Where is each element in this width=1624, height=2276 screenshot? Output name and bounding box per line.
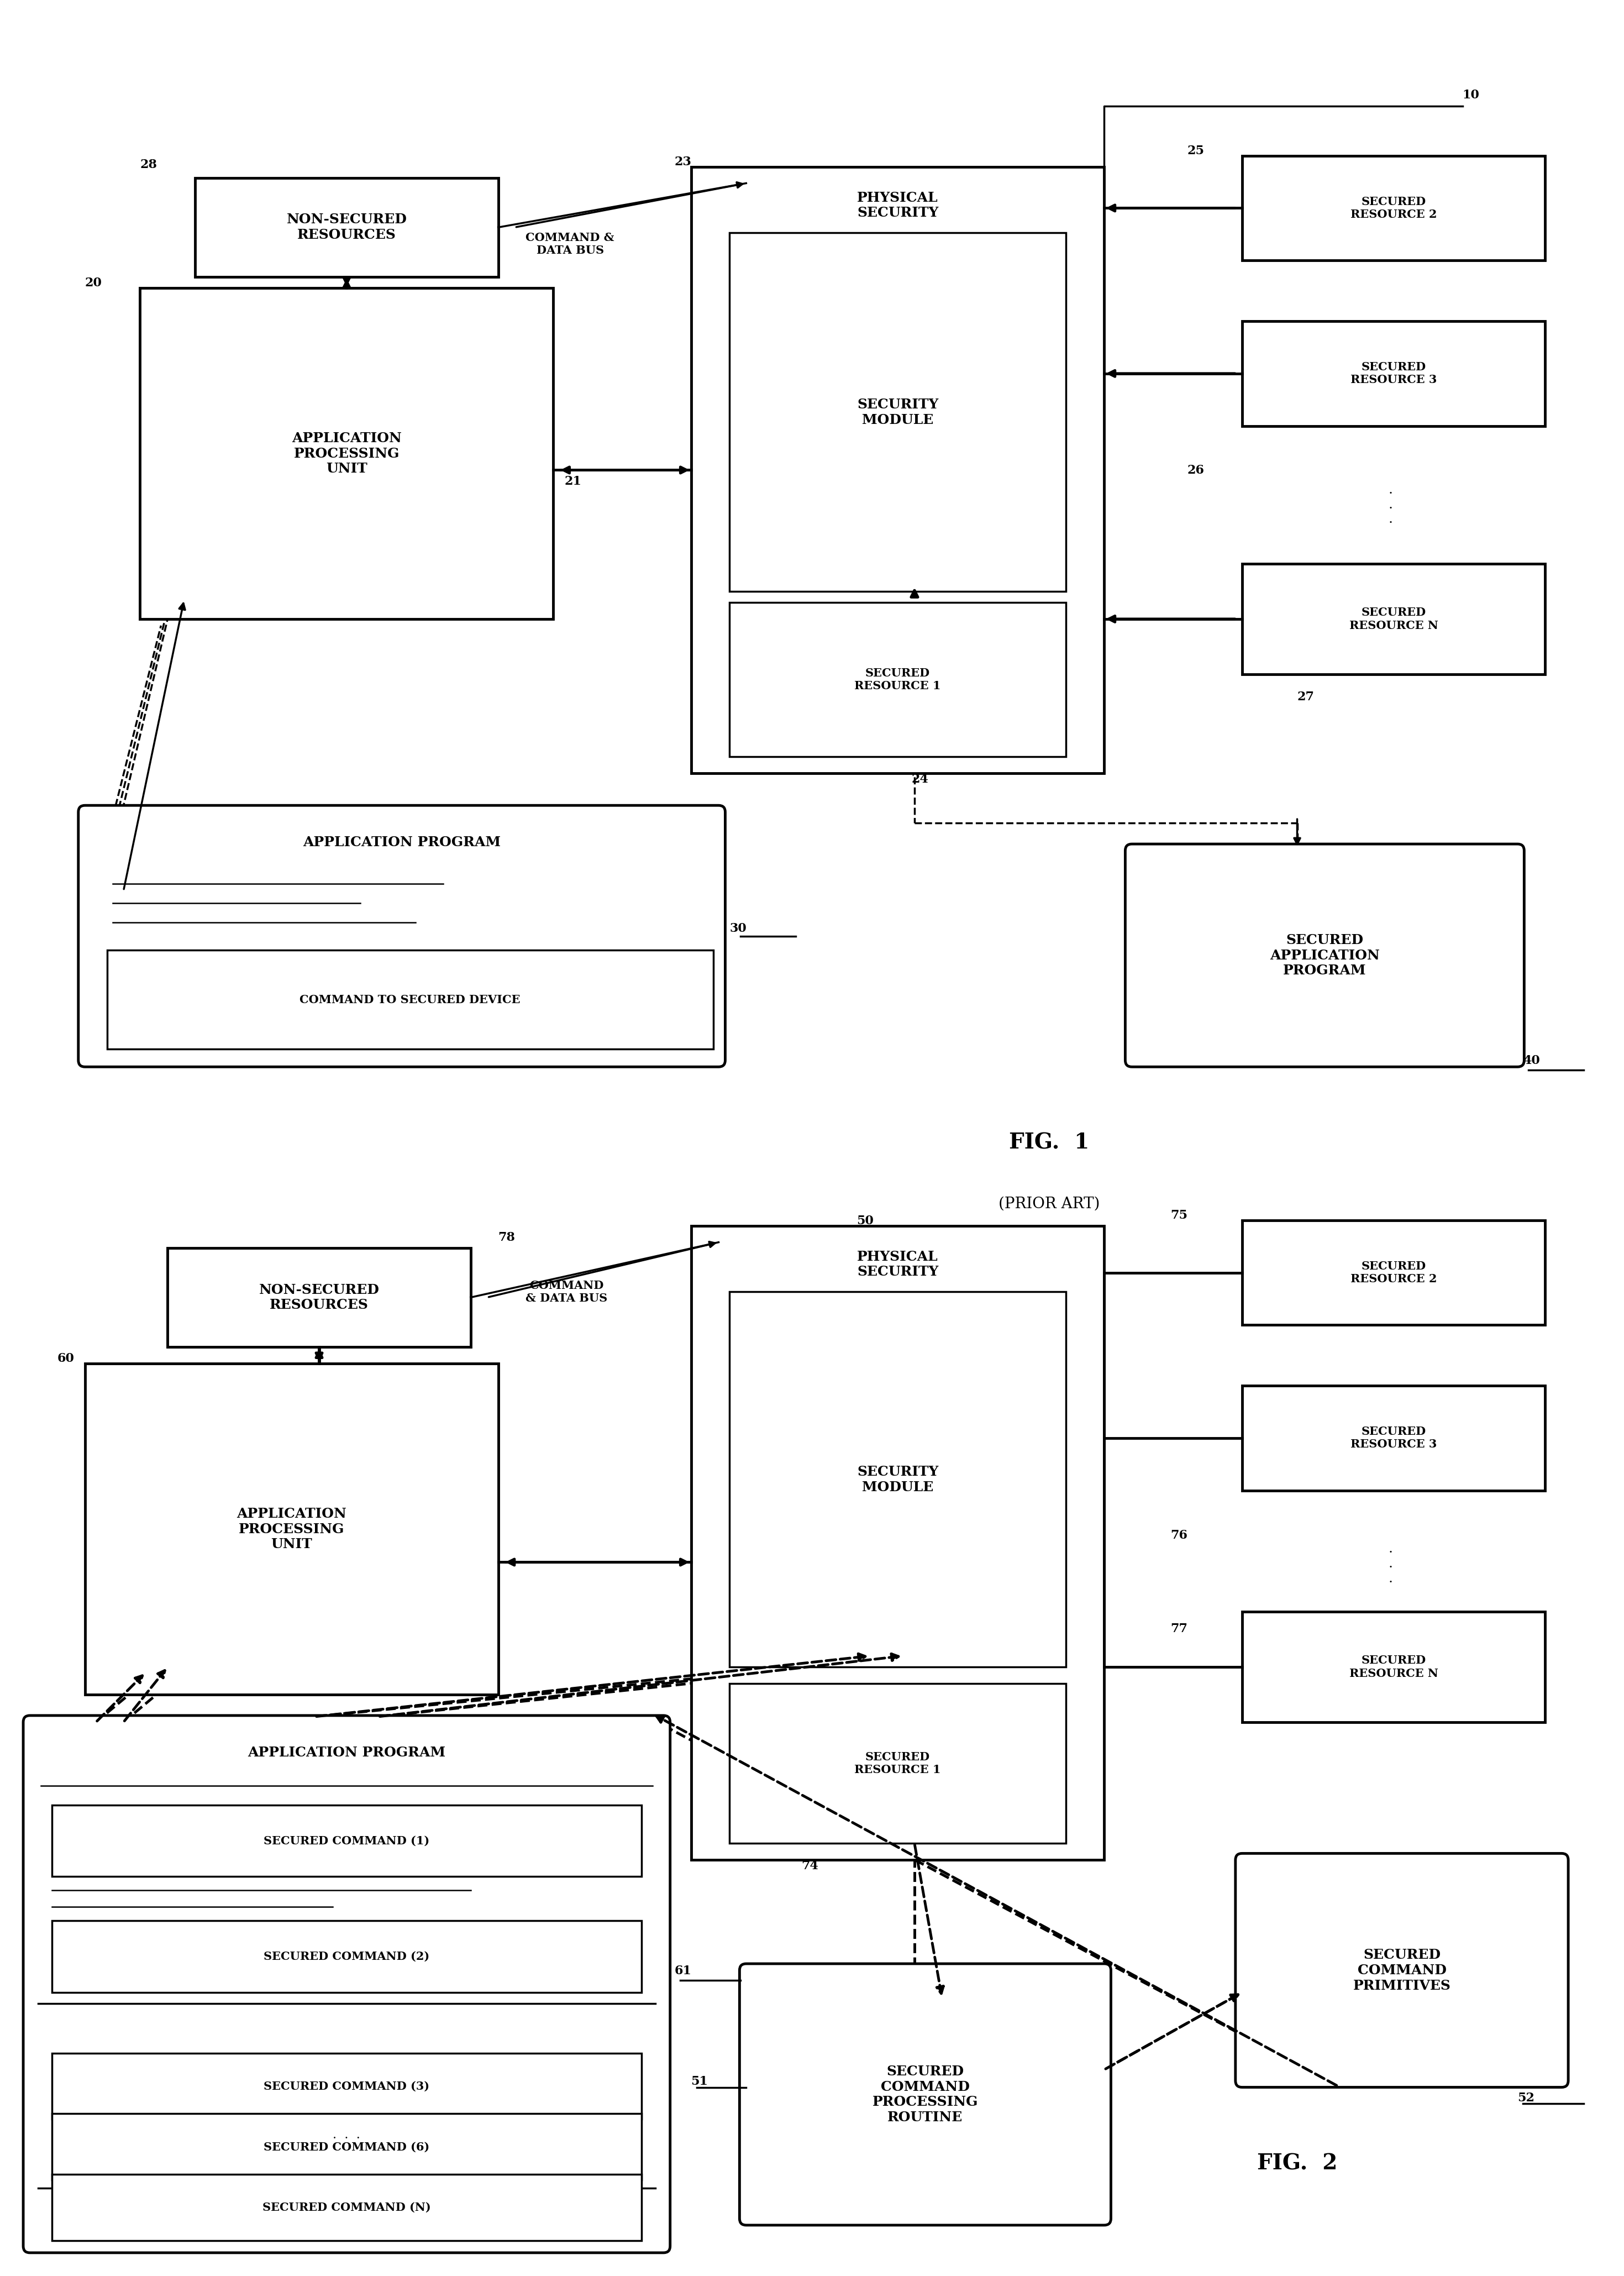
Text: SECURED COMMAND (1): SECURED COMMAND (1): [263, 1834, 430, 1846]
Text: 27: 27: [1298, 690, 1314, 703]
Text: 40: 40: [1523, 1054, 1540, 1067]
FancyBboxPatch shape: [1125, 844, 1525, 1067]
Text: 26: 26: [1187, 464, 1203, 476]
Text: 61: 61: [674, 1964, 692, 1978]
Text: 23: 23: [674, 155, 692, 168]
Text: 30: 30: [729, 922, 747, 935]
Text: 10: 10: [1463, 89, 1479, 100]
Text: 50: 50: [856, 1215, 874, 1227]
Text: SECURED
RESOURCE 2: SECURED RESOURCE 2: [1350, 1261, 1437, 1284]
Bar: [729, 603, 1065, 758]
Text: 21: 21: [564, 476, 581, 487]
Text: FIG.  1: FIG. 1: [1009, 1133, 1090, 1154]
Text: SECURED
RESOURCE 3: SECURED RESOURCE 3: [1351, 1427, 1437, 1450]
Bar: [52, 2174, 641, 2240]
Text: SECURED COMMAND (6): SECURED COMMAND (6): [263, 2142, 430, 2153]
Text: SECURED
RESOURCE N: SECURED RESOURCE N: [1350, 1655, 1439, 1680]
Text: SECURED
RESOURCE 1: SECURED RESOURCE 1: [854, 1753, 940, 1775]
Text: ·  ·  ·: · · ·: [333, 2133, 361, 2144]
Text: 75: 75: [1171, 1209, 1187, 1222]
Bar: [729, 1293, 1065, 1666]
Text: APPLICATION PROGRAM: APPLICATION PROGRAM: [302, 835, 500, 849]
Bar: [729, 232, 1065, 592]
Text: APPLICATION
PROCESSING
UNIT: APPLICATION PROCESSING UNIT: [237, 1507, 346, 1550]
Text: NON-SECURED
RESOURCES: NON-SECURED RESOURCES: [286, 214, 408, 241]
Text: SECURED
COMMAND
PROCESSING
ROUTINE: SECURED COMMAND PROCESSING ROUTINE: [872, 2064, 978, 2124]
Text: PHYSICAL
SECURITY: PHYSICAL SECURITY: [857, 1250, 939, 1279]
Bar: [1242, 1386, 1544, 1491]
Text: COMMAND &
DATA BUS: COMMAND & DATA BUS: [526, 232, 614, 255]
Bar: [195, 178, 499, 278]
Text: 78: 78: [499, 1231, 515, 1243]
FancyBboxPatch shape: [78, 806, 726, 1067]
Text: 51: 51: [692, 2076, 708, 2087]
Text: SECURED COMMAND (3): SECURED COMMAND (3): [263, 2080, 430, 2092]
Text: SECURITY
MODULE: SECURITY MODULE: [857, 1466, 939, 1493]
Bar: [729, 1684, 1065, 1844]
Text: COMMAND TO SECURED DEVICE: COMMAND TO SECURED DEVICE: [300, 995, 520, 1006]
Text: FIG.  2: FIG. 2: [1257, 2153, 1337, 2174]
Text: APPLICATION
PROCESSING
UNIT: APPLICATION PROCESSING UNIT: [292, 432, 401, 476]
Bar: [1242, 321, 1544, 426]
Bar: [1242, 155, 1544, 259]
FancyBboxPatch shape: [1236, 1853, 1569, 2087]
Bar: [84, 1363, 499, 1696]
Text: 52: 52: [1517, 2092, 1535, 2103]
Bar: [1242, 1220, 1544, 1325]
Text: SECURED COMMAND (N): SECURED COMMAND (N): [263, 2201, 430, 2212]
Text: APPLICATION PROGRAM: APPLICATION PROGRAM: [248, 1746, 445, 1759]
Text: NON-SECURED
RESOURCES: NON-SECURED RESOURCES: [258, 1284, 380, 1311]
Bar: [52, 1805, 641, 1875]
Text: SECURITY
MODULE: SECURITY MODULE: [857, 398, 939, 426]
Text: 60: 60: [57, 1352, 75, 1366]
Bar: [692, 166, 1104, 774]
Bar: [52, 1921, 641, 1991]
Bar: [107, 949, 713, 1049]
Text: PHYSICAL
SECURITY: PHYSICAL SECURITY: [857, 191, 939, 218]
Bar: [692, 1227, 1104, 1859]
Text: 76: 76: [1171, 1529, 1187, 1541]
Text: SECURED
RESOURCE 2: SECURED RESOURCE 2: [1350, 196, 1437, 221]
Text: SECURED
COMMAND
PRIMITIVES: SECURED COMMAND PRIMITIVES: [1353, 1948, 1450, 1991]
Text: SECURED
RESOURCE N: SECURED RESOURCE N: [1350, 608, 1439, 630]
Text: 25: 25: [1187, 146, 1203, 157]
Text: 24: 24: [911, 774, 929, 785]
Text: 20: 20: [84, 278, 102, 289]
Bar: [1242, 1611, 1544, 1723]
Bar: [52, 2053, 641, 2119]
Text: ·
·
·: · · ·: [1389, 1548, 1393, 1589]
FancyBboxPatch shape: [739, 1964, 1111, 2226]
Bar: [167, 1247, 471, 1347]
Bar: [1242, 564, 1544, 674]
Bar: [140, 289, 554, 619]
Text: SECURED
RESOURCE 1: SECURED RESOURCE 1: [854, 667, 940, 692]
Text: 28: 28: [140, 159, 158, 171]
Text: (PRIOR ART): (PRIOR ART): [999, 1197, 1099, 1211]
Bar: [52, 2114, 641, 2180]
Text: SECURED
APPLICATION
PROGRAM: SECURED APPLICATION PROGRAM: [1270, 933, 1380, 976]
Text: 74: 74: [801, 1859, 818, 1873]
Text: SECURED
RESOURCE 3: SECURED RESOURCE 3: [1351, 362, 1437, 385]
Text: SECURED COMMAND (2): SECURED COMMAND (2): [263, 1951, 430, 1962]
Text: COMMAND
& DATA BUS: COMMAND & DATA BUS: [526, 1279, 607, 1304]
Text: ·
·
·: · · ·: [1389, 487, 1393, 530]
FancyBboxPatch shape: [23, 1716, 671, 2253]
Text: 77: 77: [1171, 1623, 1187, 1634]
